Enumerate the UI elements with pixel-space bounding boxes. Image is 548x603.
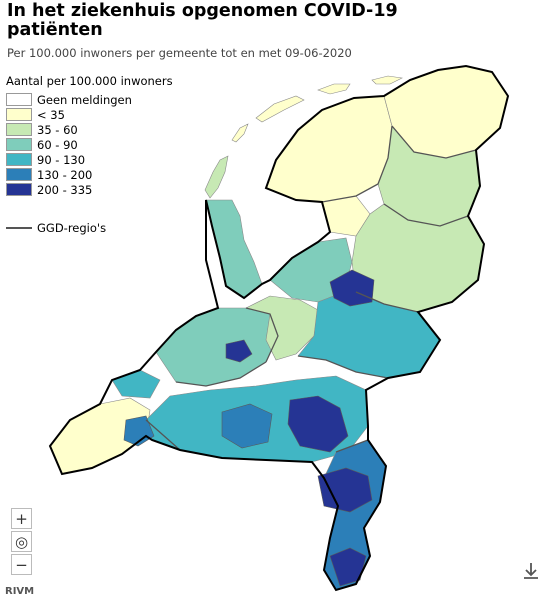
ggd-border xyxy=(383,203,469,227)
legend-label: 130 - 200 xyxy=(37,167,93,182)
hotspot-limburg-north xyxy=(317,467,373,513)
source-label: RIVM xyxy=(5,586,35,597)
hotspot-brabant-east xyxy=(287,395,349,453)
region-zeeland-north xyxy=(111,369,161,399)
legend-label: 35 - 60 xyxy=(37,122,78,137)
region-noord-holland xyxy=(205,199,263,299)
legend-ggd-label: GGD-regio's xyxy=(37,221,107,235)
region-vlieland xyxy=(231,123,249,143)
hotspot-gelderland xyxy=(329,269,375,307)
legend-label: 60 - 90 xyxy=(37,137,78,152)
legend-label: Geen meldingen xyxy=(37,92,132,107)
legend-swatch xyxy=(6,183,32,196)
legend-swatch xyxy=(6,108,32,121)
legend-swatch xyxy=(6,168,32,181)
legend-swatch xyxy=(6,123,32,136)
zoom-in-button[interactable]: + xyxy=(11,508,32,529)
region-texel xyxy=(204,155,229,199)
ggd-border xyxy=(335,439,369,453)
legend-item[interactable]: 200 - 335 xyxy=(6,182,173,197)
legend-title: Aantal per 100.000 inwoners xyxy=(6,74,173,88)
region-zuid-holland xyxy=(155,307,279,387)
ggd-border xyxy=(391,125,477,159)
subtitle: Per 100.000 inwoners per gemeente tot en… xyxy=(7,46,352,60)
legend-item[interactable]: 35 - 60 xyxy=(6,122,173,137)
hotspot-brabant-center xyxy=(221,403,273,449)
legend-swatch xyxy=(6,93,32,106)
legend-item[interactable]: 130 - 200 xyxy=(6,167,173,182)
legend-label: 200 - 335 xyxy=(37,182,93,197)
region-schiermonnikoog xyxy=(371,75,403,85)
reset-view-button[interactable]: ◎ xyxy=(11,531,32,552)
legend-item[interactable]: < 35 xyxy=(6,107,173,122)
legend: Aantal per 100.000 inwoners Geen melding… xyxy=(6,74,173,197)
legend-item[interactable]: 90 - 130 xyxy=(6,152,173,167)
page-title: In het ziekenhuis opgenomen COVID-19 pat… xyxy=(7,1,398,40)
ggd-line-swatch xyxy=(6,227,32,229)
ggd-border xyxy=(175,361,267,387)
download-icon[interactable] xyxy=(520,560,542,582)
hotspot-zuid-holland xyxy=(225,339,253,363)
zoom-out-button[interactable]: − xyxy=(11,554,32,575)
legend-label: < 35 xyxy=(37,107,65,122)
ggd-border xyxy=(245,307,279,363)
region-ameland xyxy=(317,83,351,95)
hotspot-brabant-west xyxy=(123,415,155,447)
legend-label: 90 - 130 xyxy=(37,152,86,167)
legend-swatch xyxy=(6,153,32,166)
legend-ggd: GGD-regio's xyxy=(6,221,106,235)
legend-item[interactable]: Geen meldingen xyxy=(6,92,173,107)
country-outline xyxy=(48,64,510,592)
zoom-controls: + ◎ − xyxy=(11,508,34,577)
region-terschelling xyxy=(255,95,305,123)
legend-item[interactable]: 60 - 90 xyxy=(6,137,173,152)
legend-swatch xyxy=(6,138,32,151)
